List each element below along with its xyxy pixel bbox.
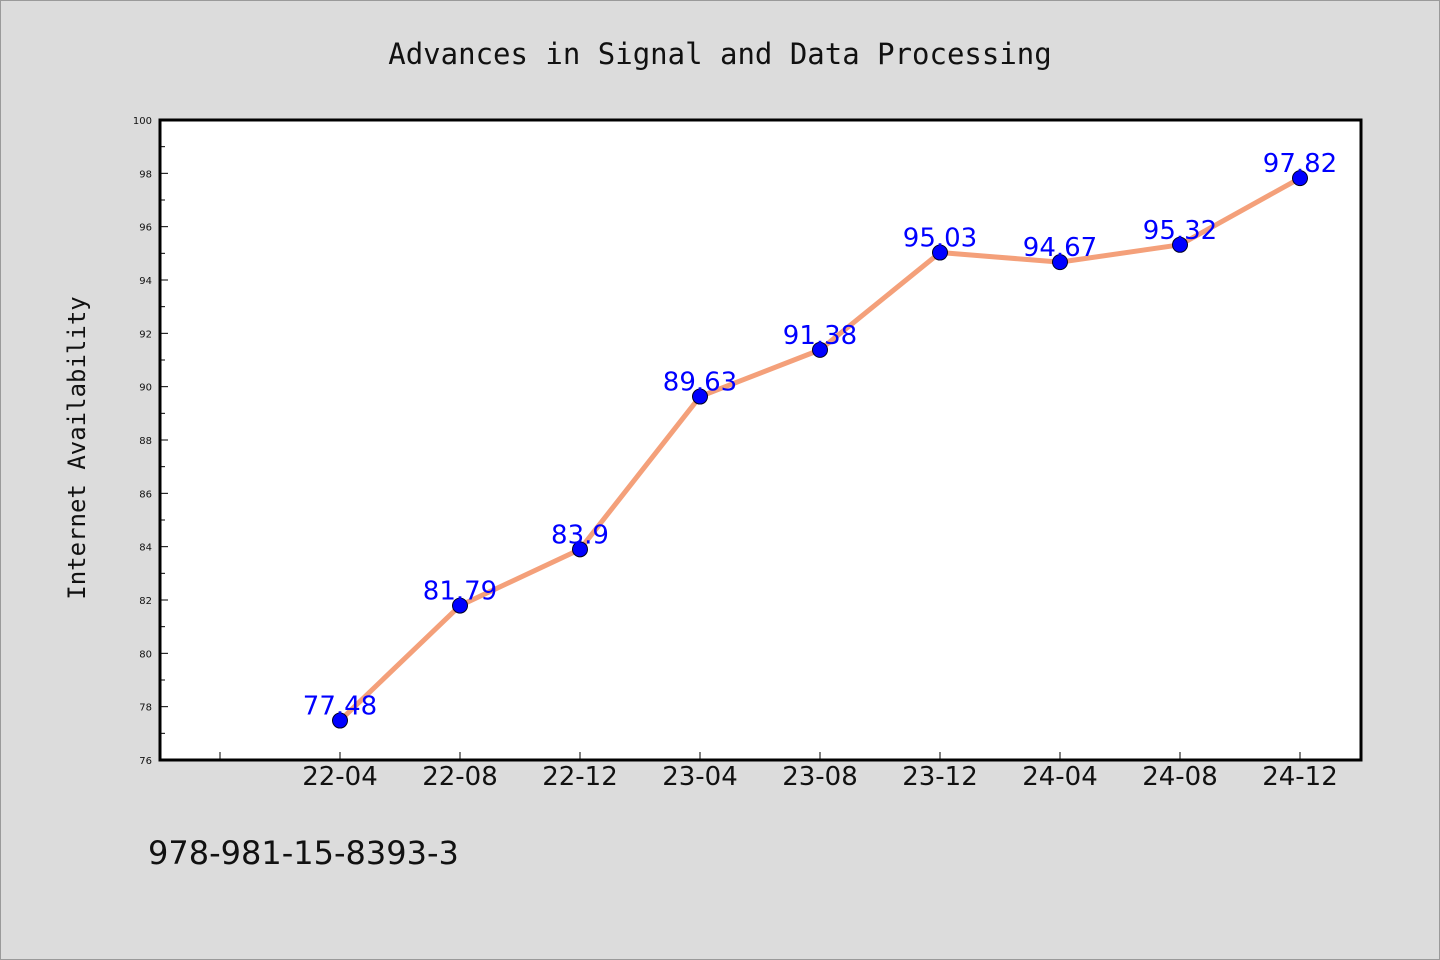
data-label: 94.67 <box>1023 233 1097 263</box>
y-tick-label: 80 <box>139 649 152 660</box>
data-label: 95.03 <box>903 224 977 254</box>
y-tick-label: 94 <box>139 276 152 287</box>
isbn-text: 978-981-15-8393-3 <box>148 834 459 872</box>
data-labels: 77.48 81.79 83.9 89.63 91.38 95.03 94.67 95.32 9… <box>303 149 1337 721</box>
y-axis-label: Internet Availability <box>63 296 91 599</box>
y-tick-label: 100 <box>133 116 152 127</box>
y-tick-label: 86 <box>139 489 152 500</box>
y-tick-label: 90 <box>139 383 152 394</box>
y-axis: 76 78 80 82 84 86 88 90 92 94 96 98 100 <box>133 116 168 767</box>
data-point <box>692 388 708 405</box>
y-tick-label: 84 <box>139 543 152 554</box>
y-tick-label: 98 <box>139 169 152 180</box>
data-point <box>452 597 468 614</box>
y-tick-label: 92 <box>139 329 152 340</box>
data-label: 89.63 <box>663 368 737 398</box>
x-tick-label: 23-08 <box>782 762 858 792</box>
data-points <box>332 170 1308 729</box>
data-point <box>1052 254 1068 271</box>
data-point <box>1292 170 1308 187</box>
data-label: 97.82 <box>1263 149 1337 179</box>
x-tick-label: 23-12 <box>902 762 978 792</box>
data-point <box>1172 236 1188 253</box>
data-point <box>572 541 588 558</box>
data-label: 81.79 <box>423 577 497 607</box>
data-label: 91.38 <box>783 321 857 351</box>
data-point <box>932 244 948 261</box>
x-axis: 22-04 22-08 22-12 23-04 23-08 23-12 24-04 24-08… <box>219 752 1338 792</box>
data-point <box>332 712 348 729</box>
data-label: 83.9 <box>551 520 609 550</box>
x-tick-label: 24-08 <box>1142 762 1218 792</box>
x-tick-label: 22-12 <box>542 762 618 792</box>
y-tick-label: 78 <box>139 703 152 714</box>
y-tick-label: 76 <box>139 756 152 767</box>
chart-title: Advances in Signal and Data Processing <box>388 37 1051 71</box>
data-point <box>812 341 828 358</box>
data-label: 95.32 <box>1143 216 1217 246</box>
x-tick-label: 22-08 <box>422 762 498 792</box>
y-tick-label: 96 <box>139 223 152 234</box>
x-tick-label: 22-04 <box>302 762 378 792</box>
x-tick-label: 24-12 <box>1262 762 1338 792</box>
data-label: 77.48 <box>303 692 377 722</box>
plot-area <box>160 120 1361 760</box>
y-tick-label: 88 <box>139 436 152 447</box>
plot-border <box>158 118 1363 762</box>
x-tick-label: 24-04 <box>1022 762 1098 792</box>
x-tick-label: 23-04 <box>662 762 738 792</box>
y-tick-label: 82 <box>139 596 152 607</box>
